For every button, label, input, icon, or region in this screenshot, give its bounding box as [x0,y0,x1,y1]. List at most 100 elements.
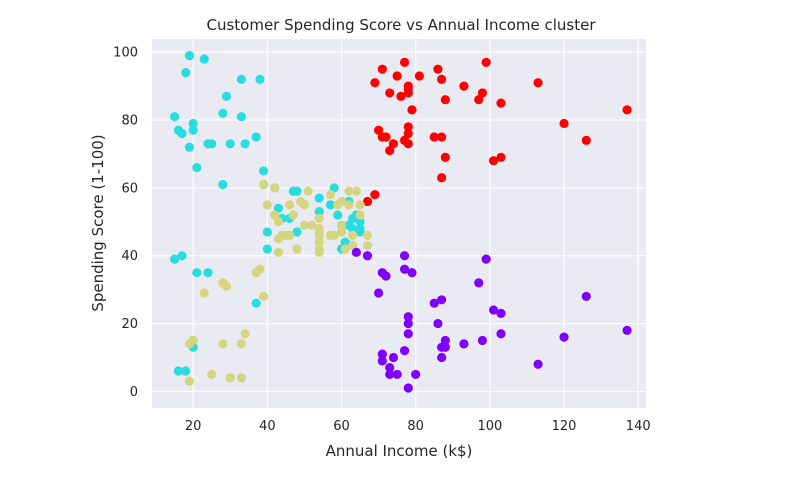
data-point-cluster-3 [299,220,310,230]
data-point-cluster-2 [251,298,261,308]
data-point-cluster-1 [437,74,447,84]
data-point-cluster-2 [199,54,209,64]
data-point-cluster-3 [351,186,361,196]
data-point-cluster-1 [385,145,395,156]
data-point-cluster-2 [184,142,195,152]
data-point-cluster-1 [559,118,569,129]
data-point-cluster-1 [370,78,380,88]
data-point-cluster-3 [270,183,280,193]
data-point-cluster-3 [344,186,354,196]
data-point-cluster-2 [355,217,365,227]
data-point-cluster-4 [385,369,395,380]
data-points [170,51,632,393]
data-point-cluster-3 [284,200,295,210]
tick-labels: 20 40 60 80 100 120 140 0 20 40 60 80 100 [113,46,650,434]
data-point-cluster-2 [177,251,187,261]
data-point-cluster-1 [403,129,413,139]
data-point-cluster-4 [481,254,491,264]
data-point-cluster-3 [348,240,358,251]
data-point-cluster-2 [292,227,302,237]
data-point-cluster-4 [496,308,506,318]
data-point-cluster-4 [437,352,447,363]
data-point-cluster-4 [474,278,484,288]
data-point-cluster-3 [362,240,373,251]
data-point-cluster-4 [440,335,450,346]
data-point-cluster-3 [336,227,347,237]
data-point-cluster-2 [325,200,335,210]
data-point-cluster-1 [399,57,410,68]
data-point-cluster-2 [314,207,324,217]
data-point-cluster-3 [273,247,284,257]
data-point-cluster-1 [403,122,413,132]
data-point-cluster-4 [374,288,384,298]
data-point-cluster-3 [240,329,250,339]
data-point-cluster-2 [203,268,213,278]
data-point-cluster-2 [225,139,235,149]
data-point-cluster-1 [374,125,384,135]
data-point-cluster-3 [207,369,217,380]
data-point-cluster-2 [207,139,217,149]
data-point-cluster-3 [259,291,269,302]
data-point-cluster-2 [314,193,324,203]
data-point-cluster-4 [403,318,413,329]
data-point-cluster-4 [496,329,506,339]
data-point-cluster-2 [262,244,272,254]
data-point-cluster-1 [403,84,413,95]
data-point-cluster-4 [429,298,439,308]
data-point-cluster-3 [292,244,302,254]
data-point-cluster-1 [433,64,443,74]
data-point-cluster-1 [496,98,506,108]
data-point-cluster-3 [184,376,195,386]
data-point-cluster-3 [314,213,324,224]
data-point-cluster-1 [440,152,450,162]
y-tick-label: 100 [113,46,138,61]
y-tick-label: 80 [121,114,138,129]
data-point-cluster-2 [181,67,191,78]
data-point-cluster-1 [440,95,450,105]
data-point-cluster-4 [385,363,395,373]
data-point-cluster-2 [259,166,269,176]
data-point-cluster-4 [477,335,488,346]
data-point-cluster-3 [199,288,209,298]
data-point-cluster-2 [236,112,246,122]
data-point-cluster-1 [414,71,424,81]
data-point-cluster-4 [392,369,402,380]
data-point-cluster-4 [622,325,632,335]
data-point-cluster-2 [221,91,232,101]
x-tick-label: 120 [552,419,577,434]
data-point-cluster-1 [496,152,506,162]
data-point-cluster-4 [403,383,413,393]
data-point-cluster-4 [381,271,391,281]
data-point-cluster-2 [255,74,265,84]
data-point-cluster-1 [388,139,399,149]
data-point-cluster-2 [251,132,261,142]
x-tick-label: 20 [185,419,202,434]
data-point-cluster-2 [181,366,191,376]
data-point-cluster-3 [288,210,298,220]
y-tick-label: 60 [121,181,138,196]
data-point-cluster-4 [533,359,543,369]
data-point-cluster-1 [407,105,417,115]
data-point-cluster-1 [488,156,499,166]
data-point-cluster-4 [362,251,373,261]
data-point-cluster-1 [581,135,591,146]
data-point-cluster-4 [407,268,417,278]
data-point-cluster-1 [622,105,632,115]
data-point-cluster-4 [399,346,410,356]
data-point-cluster-2 [170,254,180,264]
data-point-cluster-4 [399,251,410,261]
data-point-cluster-3 [273,217,284,227]
data-point-cluster-3 [284,230,295,240]
data-point-cluster-1 [396,91,406,101]
data-point-cluster-1 [437,173,447,183]
data-point-cluster-1 [370,190,380,200]
data-point-cluster-3 [314,244,324,254]
data-point-cluster-3 [221,281,232,291]
data-point-cluster-3 [236,373,246,383]
data-point-cluster-4 [377,349,387,359]
data-point-cluster-3 [303,186,313,196]
data-point-cluster-2 [192,162,202,173]
data-point-cluster-3 [329,230,339,240]
data-point-cluster-3 [236,339,246,349]
x-tick-label: 80 [407,419,424,434]
